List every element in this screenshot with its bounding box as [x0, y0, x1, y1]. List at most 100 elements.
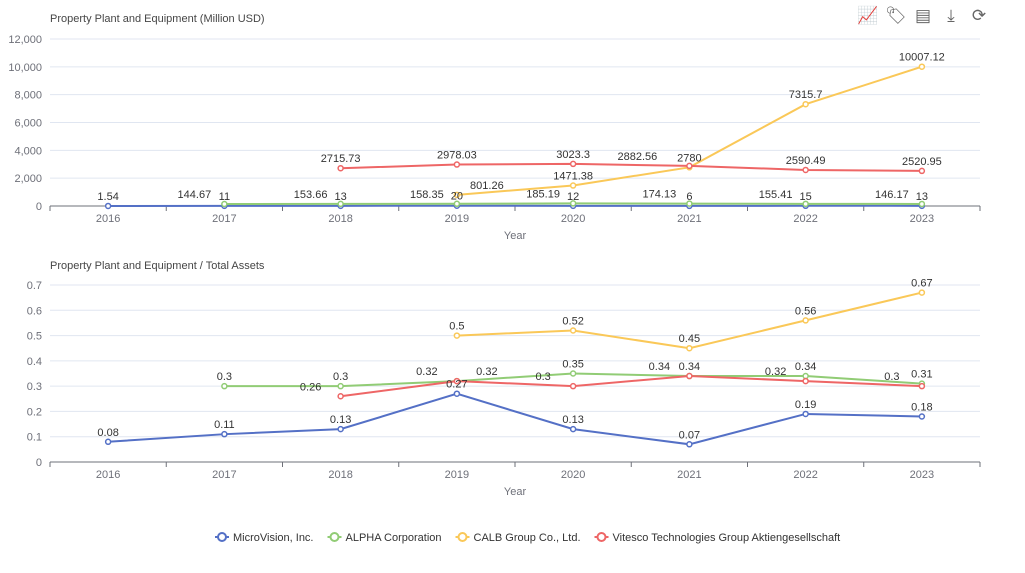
data-label: 153.66 [294, 189, 328, 201]
legend-marker-icon [457, 532, 468, 542]
data-label: 0.34 [795, 361, 816, 373]
data-point [569, 370, 577, 377]
data-point [918, 382, 926, 390]
x-tick-label: 2019 [445, 213, 469, 225]
data-label: 0.08 [97, 427, 118, 439]
data-point [569, 327, 577, 334]
legend-item[interactable]: ALPHA Corporation [327, 532, 442, 544]
data-label: 2780 [677, 152, 701, 164]
x-tick-label: 2016 [96, 213, 120, 225]
data-point [918, 289, 926, 296]
data-label: 0.13 [330, 414, 351, 426]
data-label: 13 [335, 191, 347, 203]
data-label: 10007.12 [899, 52, 945, 64]
x-tick-label: 2019 [445, 469, 469, 481]
data-label: 155.41 [759, 189, 793, 201]
data-point [221, 200, 228, 208]
data-point [569, 182, 577, 189]
data-label: 0.32 [765, 366, 786, 378]
data-label: 2590.49 [786, 155, 826, 167]
x-tick-label: 2017 [212, 469, 236, 481]
y-tick-label: 0.2 [27, 406, 42, 418]
series-line [340, 375, 922, 398]
data-label: 15 [800, 191, 812, 203]
data-label: 0.52 [562, 316, 583, 328]
y-tick-label: 12,000 [8, 34, 42, 46]
legend-label: CALB Group Co., Ltd. [474, 532, 581, 544]
y-tick-label: 0.7 [27, 280, 42, 292]
data-label: 0.56 [795, 305, 816, 317]
data-label: 144.67 [178, 189, 212, 201]
data-point [686, 162, 693, 170]
data-point [918, 200, 926, 208]
data-label: 0.07 [679, 429, 700, 441]
data-label: 0.11 [214, 419, 235, 431]
data-point [802, 200, 809, 208]
y-tick-label: 0.4 [27, 356, 42, 368]
y-tick-label: 2,000 [14, 173, 42, 185]
data-label: 12 [567, 191, 579, 203]
data-label: 2978.03 [437, 150, 477, 162]
x-axis-label: Year [504, 230, 527, 242]
y-tick-label: 0.5 [27, 331, 42, 343]
data-label: 0.31 [911, 369, 932, 381]
legend-item[interactable]: MicroVision, Inc. [215, 532, 314, 544]
data-label: 0.3 [884, 371, 899, 383]
x-tick-label: 2020 [561, 213, 585, 225]
x-tick-label: 2018 [328, 469, 352, 481]
download-icon[interactable]: ⤓ [947, 6, 955, 25]
data-label: 0.26 [300, 381, 321, 393]
data-view-icon[interactable]: ▤ [914, 6, 932, 25]
data-point [686, 344, 693, 352]
data-point [802, 317, 809, 324]
x-tick-label: 2021 [677, 213, 701, 225]
data-point [453, 161, 461, 168]
data-label: 185.19 [526, 188, 560, 200]
y-tick-label: 0 [36, 457, 42, 469]
legend-item[interactable]: Vitesco Technologies Group Aktiengesells… [594, 532, 841, 544]
data-point [918, 167, 926, 175]
data-point [569, 200, 577, 207]
data-point [802, 100, 809, 108]
x-tick-label: 2023 [910, 213, 934, 225]
chart-title: Property Plant and Equipment (Million US… [50, 13, 265, 25]
data-point [918, 63, 926, 70]
data-label: 1.54 [97, 191, 118, 203]
legend-marker-icon [596, 532, 607, 542]
data-label: 20 [451, 191, 463, 203]
data-label: 0.3 [217, 371, 232, 383]
data-label: 174.13 [643, 189, 677, 201]
data-label: 6 [686, 191, 692, 203]
chart-1: Property Plant and Equipment (Million US… [8, 13, 981, 242]
data-label: 0.34 [649, 361, 670, 373]
data-label: 146.17 [875, 189, 909, 201]
tag-icon[interactable]: 🏷 [885, 6, 907, 25]
series-line [456, 65, 923, 196]
data-point [221, 430, 228, 438]
data-label: 0.32 [416, 366, 437, 378]
data-point [802, 372, 809, 380]
data-point [802, 166, 809, 174]
y-tick-label: 4,000 [14, 145, 42, 157]
data-label: 801.26 [470, 180, 504, 192]
data-point [686, 372, 693, 380]
data-label: 11 [219, 191, 230, 203]
data-point [221, 382, 228, 390]
legend-label: MicroVision, Inc. [233, 532, 314, 544]
data-point [337, 200, 344, 208]
data-label: 0.27 [446, 379, 467, 391]
data-label: 0.35 [562, 359, 583, 371]
data-label: 158.35 [410, 189, 444, 201]
data-point [453, 332, 461, 339]
refresh-icon[interactable]: ⟳ [971, 6, 987, 25]
line-chart-icon[interactable]: 📈 [857, 6, 879, 25]
legend-label: Vitesco Technologies Group Aktiengesells… [613, 532, 841, 544]
toolbox: 📈 🏷 ▤ ⤓ ⟳ [857, 6, 989, 26]
x-tick-label: 2018 [328, 213, 352, 225]
data-label: 0.3 [535, 371, 550, 383]
series-line [340, 162, 922, 172]
legend-item[interactable]: CALB Group Co., Ltd. [455, 532, 581, 544]
y-tick-label: 0.1 [27, 432, 42, 444]
